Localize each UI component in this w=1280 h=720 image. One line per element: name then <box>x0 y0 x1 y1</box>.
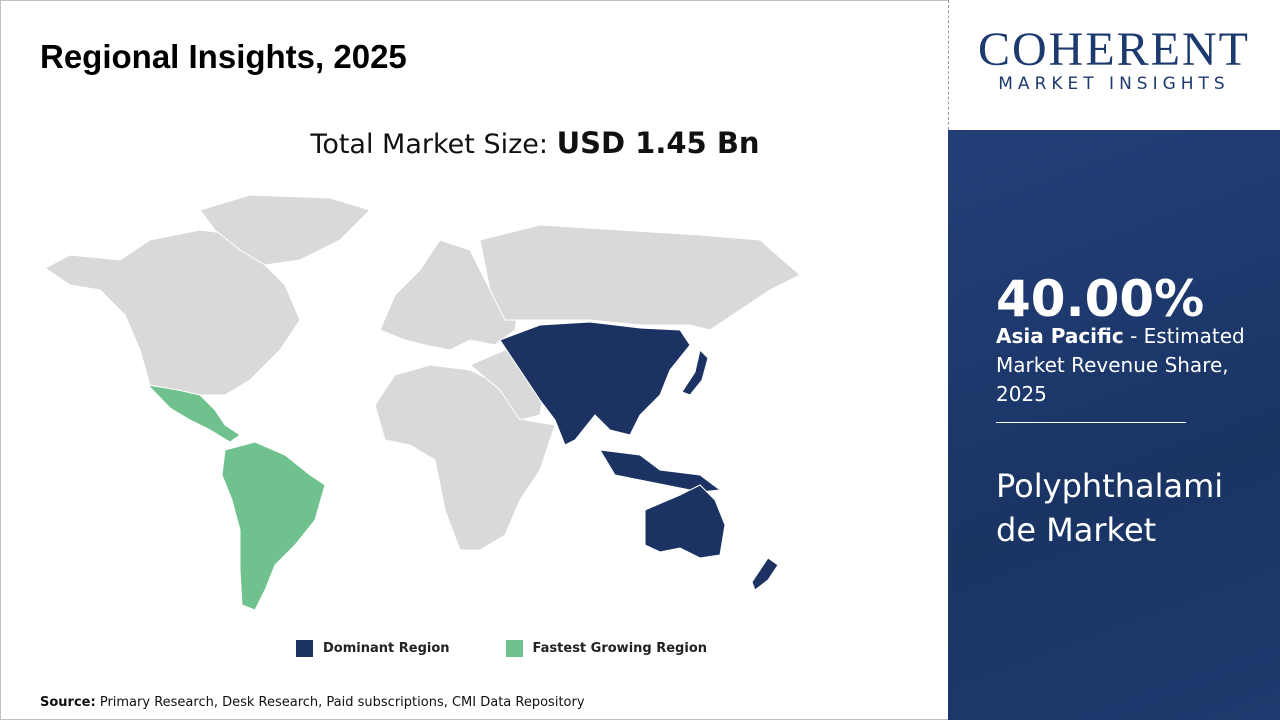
stat-description: Asia Pacific - Estimated Market Revenue … <box>996 322 1246 409</box>
title: Regional Insights, 2025 <box>40 38 407 75</box>
africa <box>374 364 556 551</box>
source-text: Primary Research, Desk Research, Paid su… <box>99 695 585 710</box>
market-name: Polyphthalamide Market <box>996 467 1224 549</box>
australia <box>644 484 726 559</box>
logo: COHERENT MARKET INSIGHTS <box>968 23 1260 95</box>
legend-swatch <box>505 640 523 657</box>
legend-item: Dominant Region <box>296 640 450 657</box>
asia-mainland <box>499 321 691 446</box>
legend: Dominant Region Fastest Growing Region <box>296 640 707 657</box>
divider <box>948 0 949 130</box>
world-map <box>44 194 801 611</box>
central-america <box>146 384 241 443</box>
rule <box>996 422 1186 423</box>
source-label: Source: <box>40 695 96 710</box>
new-zealand <box>751 557 779 591</box>
logo-tagline: MARKET INSIGHTS <box>998 74 1230 94</box>
legend-swatch <box>296 640 313 657</box>
side-panel: 40.00% Asia Pacific - Estimated Market R… <box>948 130 1280 720</box>
legend-label: Dominant Region <box>323 641 450 656</box>
north-america <box>44 229 301 396</box>
south-america <box>221 441 326 611</box>
logo-name: COHERENT <box>978 23 1250 76</box>
japan <box>681 349 709 396</box>
russia <box>479 224 801 331</box>
stat-text: - Estimated Market Revenue Share, 2025 <box>996 324 1245 406</box>
source: Source: Primary Research, Desk Research,… <box>40 695 585 710</box>
market-size-value: USD 1.45 Bn <box>556 126 760 160</box>
market-size-label: Total Market Size: <box>310 129 548 160</box>
market-size: Total Market Size: USD 1.45 Bn <box>0 126 1070 160</box>
legend-item: Fastest Growing Region <box>505 640 708 657</box>
stat-value: 40.00% <box>996 270 1205 328</box>
greenland <box>199 194 371 266</box>
stat-region: Asia Pacific <box>996 324 1124 348</box>
southeast-asia <box>599 449 722 493</box>
legend-label: Fastest Growing Region <box>532 641 708 656</box>
